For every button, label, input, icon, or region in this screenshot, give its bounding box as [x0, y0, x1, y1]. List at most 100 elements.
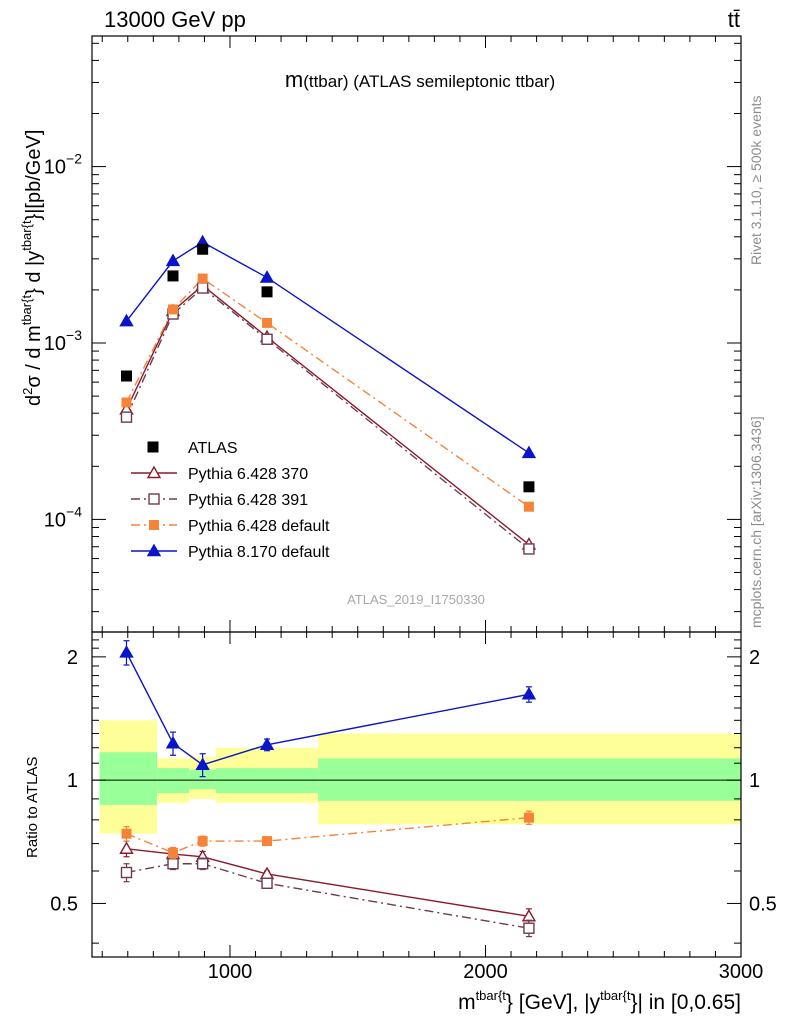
- ylabel-d: d: [23, 395, 45, 406]
- uncertainty-bands: [99, 720, 741, 834]
- ratio-y-tick-label-right-1: 1: [749, 770, 760, 792]
- main-point-py8_def-4: [521, 445, 537, 459]
- ratio-y-tick-label-right-2: 2: [749, 647, 760, 669]
- main-y-tick-base-1: 10: [44, 333, 66, 355]
- x-axis-label: mtbar{t} [GeV], |ytbar{t}| in [0,0.65]: [458, 988, 741, 1014]
- main-line-py6_370: [125, 284, 530, 546]
- ratio-point-py6_def-2: [197, 836, 208, 847]
- ylabel-sigma: σ / d m: [23, 325, 45, 387]
- main-line-py6_def: [125, 277, 530, 508]
- ratio-point-py6_391-0: [120, 866, 133, 879]
- legend-label-atlas: ATLAS: [188, 440, 238, 457]
- main-point-py6_391-2: [196, 282, 209, 294]
- main-line-py8_def: [125, 241, 530, 454]
- ylabel-mid: } d |y: [23, 251, 45, 295]
- ratio-line-py6_391: [126, 863, 530, 929]
- main-point-py8_def-1: [165, 253, 181, 267]
- ylabel-sup-2: 2: [20, 388, 35, 395]
- main-plot-series: [119, 234, 537, 555]
- x-tick-label-2: 3000: [719, 961, 764, 983]
- ratio-point-py6_def-1: [167, 847, 178, 858]
- x-tick-label-1: 2000: [463, 961, 508, 983]
- legend-label-py6_def: Pythia 6.428 default: [188, 518, 330, 535]
- x-tick-label-0: 1000: [208, 961, 253, 983]
- ratio-point-py6_391-2: [196, 858, 209, 870]
- ratio-y-axis-label: Ratio to ATLAS: [24, 757, 41, 858]
- ylabel-sup-tbar-1: tbar{t: [19, 295, 34, 326]
- band-green-2: [189, 769, 216, 790]
- plot-title-m: m: [285, 67, 303, 92]
- analysis-watermark: ATLAS_2019_I1750330: [347, 592, 485, 607]
- band-green-0: [99, 752, 158, 805]
- mcplots-label: mcplots.cern.ch [arXiv:1306.3436]: [748, 416, 764, 628]
- ratio-point-py8_def-4: [521, 686, 537, 700]
- rivet-version-label: Rivet 3.1.10, ≥ 500k events: [748, 95, 764, 265]
- ratio-y-tick-label-right-0: 0.5: [749, 893, 777, 915]
- ratio-point-py6_def-0: [121, 828, 132, 839]
- main-point-atlas-0: [120, 370, 132, 382]
- ratio-point-py8_def-1: [165, 735, 181, 749]
- main-y-tick-exp-0: −4: [66, 503, 82, 519]
- main-point-py6_def-1: [167, 304, 178, 315]
- legend: ATLAS Pythia 6.428 370 Pythia 6.428 391 Pyt…: [131, 440, 330, 561]
- band-green-4: [318, 758, 741, 801]
- legend-label-py6_370: Pythia 6.428 370: [188, 466, 308, 483]
- main-y-tick-exp-1: −3: [66, 327, 82, 343]
- ratio-plot-frame: [91, 631, 742, 958]
- plot-title-rest: (ttbar) (ATLAS semileptonic ttbar): [303, 72, 555, 91]
- ylabel-sup-tbar-2: tbar{t: [19, 220, 34, 251]
- xlabel-end: }| in [0,0.65]: [630, 991, 741, 1014]
- axis-ticks: [92, 36, 742, 957]
- xlabel-sup-1: tbar{t: [476, 988, 507, 1003]
- ratio-line-py6_370: [126, 848, 530, 918]
- legend-marker-py6_370: [146, 465, 162, 479]
- ratio-point-py6_def-3: [262, 836, 273, 847]
- ratio-point-py8_def-2: [195, 757, 210, 771]
- main-point-py6_391-3: [261, 333, 273, 345]
- main-point-py6_def-0: [121, 397, 132, 408]
- main-point-py6_def-4: [523, 501, 534, 512]
- ratio-point-py6_391-3: [261, 877, 273, 889]
- main-point-atlas-2: [197, 243, 209, 255]
- xlabel-m: m: [458, 991, 476, 1014]
- main-point-py8_def-0: [119, 313, 134, 327]
- process-label: tt̄: [728, 7, 740, 32]
- legend-marker-py8_def: [146, 543, 162, 557]
- ratio-point-py6_391-4: [523, 922, 535, 934]
- ylabel-end: }|[pb/GeV]: [23, 130, 45, 221]
- xlabel-sup-2: tbar{t: [600, 988, 631, 1003]
- main-plot-frame: [91, 35, 742, 633]
- main-line-py6_391: [125, 287, 530, 550]
- main-point-atlas-1: [167, 270, 179, 282]
- main-point-py6_def-3: [262, 317, 273, 328]
- main-point-py6_391-4: [523, 543, 535, 555]
- legend-marker-py6_def: [149, 520, 159, 530]
- main-point-py6_391-0: [120, 411, 133, 423]
- legend-marker-py6_391: [148, 493, 160, 505]
- ratio-y-tick-label-left-0: 0.5: [50, 893, 78, 915]
- main-y-tick-base-0: 10: [44, 509, 66, 531]
- main-y-tick-base-2: 10: [44, 157, 66, 179]
- main-point-atlas-3: [261, 286, 273, 298]
- ratio-plot-series: [119, 640, 537, 938]
- main-point-atlas-4: [523, 481, 535, 493]
- ratio-point-py6_370-0: [119, 841, 134, 854]
- ratio-point-py6_391-1: [167, 858, 179, 870]
- legend-label-py8_def: Pythia 8.170 default: [188, 544, 330, 561]
- ratio-point-py8_def-3: [259, 737, 275, 750]
- main-y-tick-label-0: 10−4: [44, 503, 82, 531]
- ratio-point-py6_def-4: [523, 812, 534, 823]
- xlabel-mid: } [GeV], |y: [506, 991, 601, 1014]
- beam-label: 13000 GeV pp: [104, 7, 246, 32]
- main-point-py6_def-2: [197, 273, 208, 284]
- ratio-point-py8_def-0: [119, 645, 134, 658]
- main-y-axis-label: d2σ / d mtbar{t} d |ytbar{t}|[pb/GeV]: [19, 130, 45, 406]
- plot-title: m(ttbar) (ATLAS semileptonic ttbar): [285, 67, 555, 92]
- ratio-y-tick-label-left-1: 1: [67, 770, 78, 792]
- main-y-tick-label-1: 10−3: [44, 327, 82, 355]
- main-y-tick-exp-2: −2: [66, 151, 82, 167]
- main-y-tick-label-2: 10−2: [44, 151, 82, 179]
- legend-marker-atlas: [147, 441, 159, 453]
